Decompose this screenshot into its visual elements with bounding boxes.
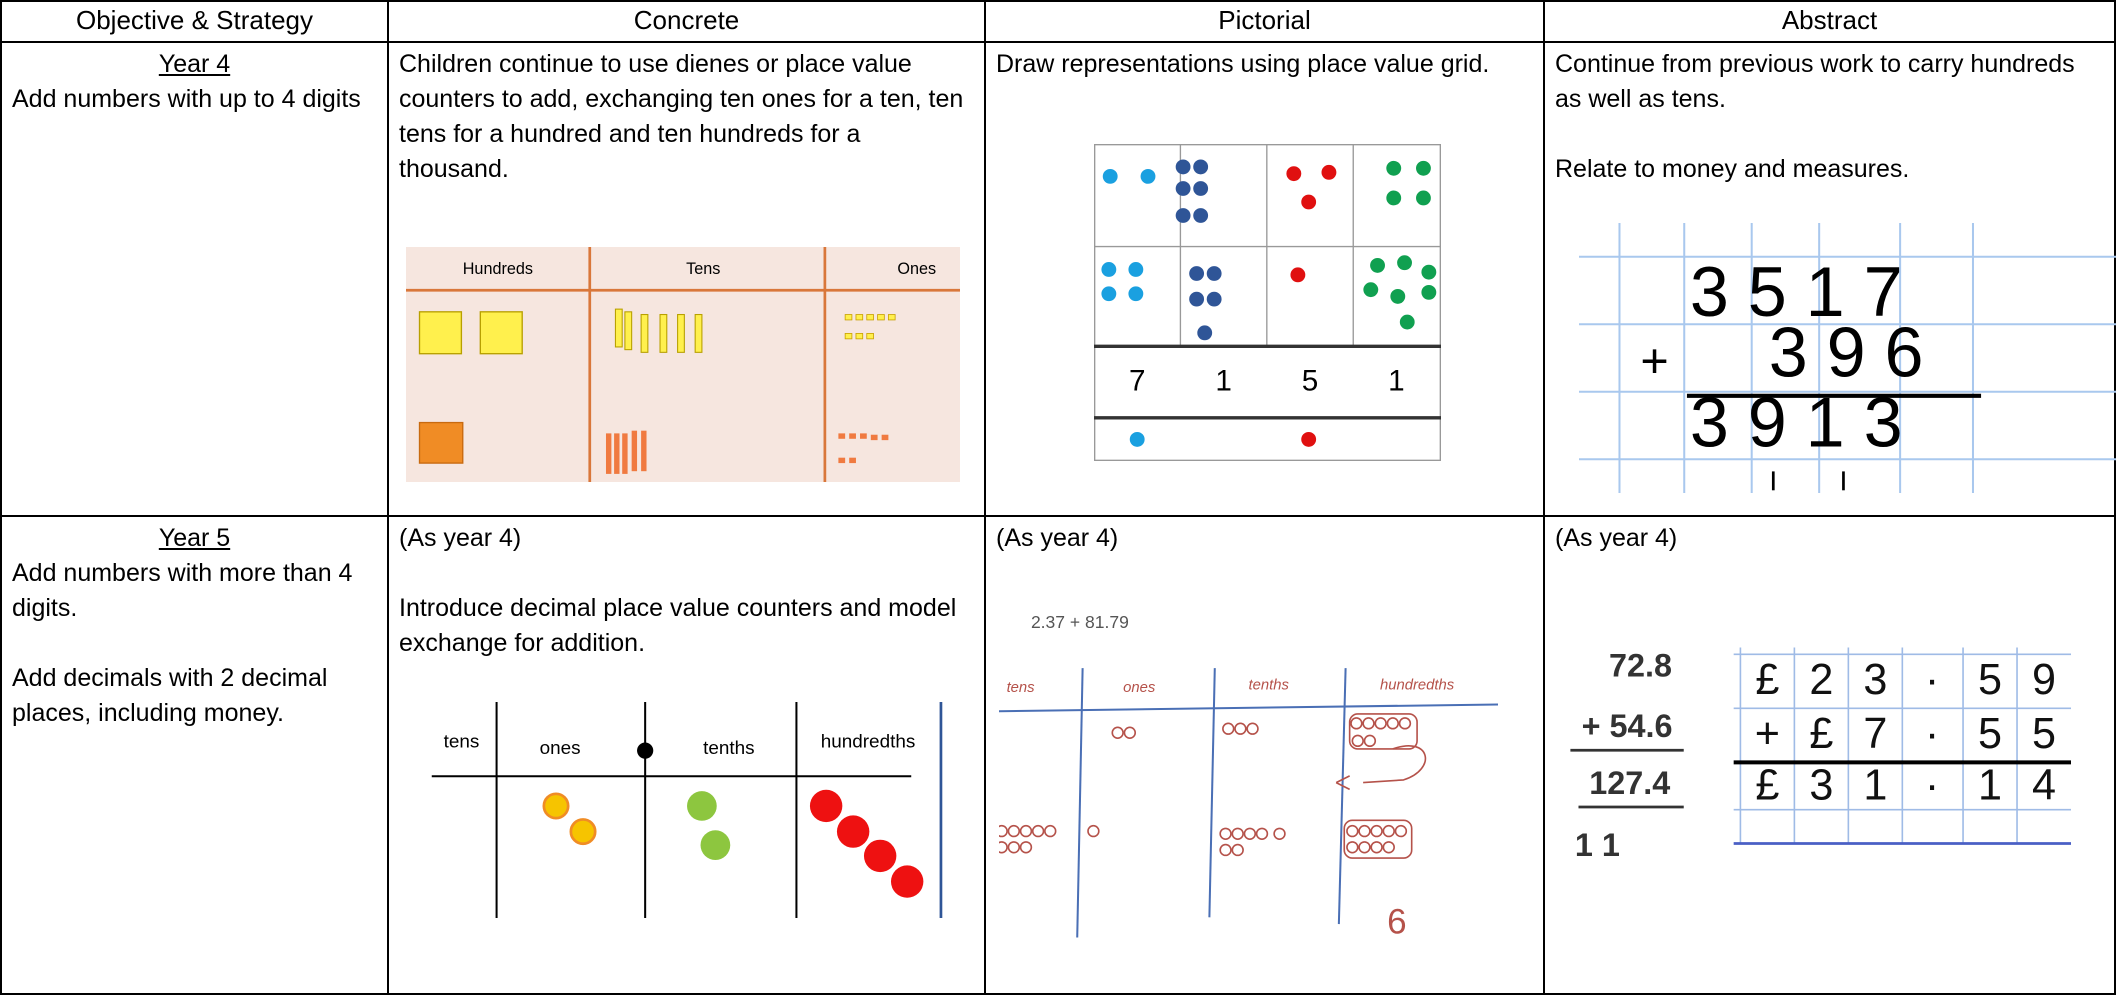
figure-label: Tens xyxy=(686,260,720,278)
header-cell: Pictorial xyxy=(986,2,1545,43)
objective-cell: Year 5 Add numbers with more than 4 digi… xyxy=(2,517,389,995)
grid-entry: 9 xyxy=(2032,656,2056,704)
grid-digit: 1 xyxy=(1215,365,1232,398)
cell-text: Children continue to use dienes or place… xyxy=(399,50,964,183)
figure-label: hundredths xyxy=(1380,678,1455,694)
grid-entry: · xyxy=(1925,710,1939,758)
addend: 3517 xyxy=(1690,252,1922,331)
addend: 396 xyxy=(1769,313,1943,392)
cell-text: (As year 4) xyxy=(996,524,1119,552)
grid-digit: 7 xyxy=(1129,365,1146,398)
figure-label: tens xyxy=(1007,680,1036,696)
grid-entry: 2 xyxy=(1809,656,1833,704)
figure-label: Hundreds xyxy=(463,260,533,278)
column-line: 127.4 xyxy=(1589,765,1670,801)
column-line: 72.8 xyxy=(1609,647,1672,683)
cell-text: (As year 4) xyxy=(399,524,522,552)
abstract-cell: Continue from previous work to carry hun… xyxy=(1545,43,2116,517)
objective-text: Add numbers with more than 4 digits. xyxy=(12,559,353,622)
objective-cell: Year 4 Add numbers with up to 4 digits xyxy=(2,43,389,517)
figure-label: tens xyxy=(444,732,480,753)
grid-entry: 3 xyxy=(1863,656,1887,704)
figure-sum: 2.37 + 81.79 xyxy=(1031,612,1129,632)
grid-entry: 5 xyxy=(2032,710,2056,758)
objective-text: Add decimals with 2 decimal places, incl… xyxy=(12,664,328,727)
operator: + xyxy=(1640,335,1668,389)
figure-label: tenths xyxy=(1249,678,1290,694)
dienes-figure: Hundreds Tens Ones xyxy=(406,247,960,482)
grid-entry: £ xyxy=(1809,710,1833,758)
header-cell: Concrete xyxy=(389,2,986,43)
sum: 3913 xyxy=(1690,383,1922,462)
cell-text: (As year 4) xyxy=(1555,524,1678,552)
figure-label: ones xyxy=(1123,680,1156,696)
grid-entry: 7 xyxy=(1863,710,1887,758)
grid-entry: 1 xyxy=(1863,761,1887,809)
grid-entry: 4 xyxy=(2032,761,2056,809)
column-addition: 3517 + 396 3913 xyxy=(1579,223,2116,493)
grid-entry: · xyxy=(1925,761,1939,809)
column-line: 1 1 xyxy=(1575,827,1620,857)
header-cell: Objective & Strategy xyxy=(2,2,389,43)
abstract-cell: (As year 4) 72.8 + 54.6 127.4 1 1 £2 3 · 5 9… xyxy=(1545,517,2116,995)
grid-entry: 5 xyxy=(1978,710,2002,758)
grid-digit: 5 xyxy=(1302,365,1319,398)
grid-entry: · xyxy=(1925,656,1939,704)
year-heading: Year 5 xyxy=(158,524,231,552)
cell-text: Continue from previous work to carry hun… xyxy=(1555,50,2075,113)
figure-label: hundredths xyxy=(821,732,916,753)
concrete-cell: Children continue to use dienes or place… xyxy=(389,43,986,517)
cell-text: Introduce decimal place value counters a… xyxy=(399,594,957,657)
cell-text: Relate to money and measures. xyxy=(1555,155,1910,183)
grid-entry: 3 xyxy=(1809,761,1833,809)
grid-entry: £ xyxy=(1755,761,1779,809)
column-line: + 54.6 xyxy=(1582,708,1673,744)
grid-entry: + xyxy=(1755,710,1780,758)
grid-entry: £ xyxy=(1755,656,1779,704)
figure-label: tenths xyxy=(703,738,754,759)
carry-digit: 6 xyxy=(1387,902,1406,941)
header-cell: Abstract xyxy=(1545,2,2116,43)
place-value-grid: 7 1 5 1 xyxy=(1094,144,1441,461)
decimal-counters: tens ones tenths hundredths xyxy=(431,702,943,918)
concrete-cell: (As year 4) Introduce decimal place valu… xyxy=(389,517,986,995)
grid-entry: 1 xyxy=(1978,761,2002,809)
decimal-addition: 72.8 + 54.6 127.4 1 1 £2 3 · 5 9+ £7 · 5 5£ 3 1 · 1 4 xyxy=(1570,647,2071,857)
cell-text: Draw representations using place value g… xyxy=(996,50,1490,78)
objective-text: Add numbers with up to 4 digits xyxy=(12,85,361,113)
year-heading: Year 4 xyxy=(158,50,231,78)
pictorial-cell: Draw representations using place value g… xyxy=(986,43,1545,517)
grid-digit: 1 xyxy=(1388,365,1405,398)
figure-label: ones xyxy=(540,738,581,759)
figure-label: Ones xyxy=(897,260,936,278)
pictorial-cell: (As year 4) 2.37 + 81.79 tens ones tenth… xyxy=(986,517,1545,995)
grid-entry: 5 xyxy=(1978,656,2002,704)
handwritten-grid: 2.37 + 81.79 tens ones tenths hundredths xyxy=(999,612,1498,941)
